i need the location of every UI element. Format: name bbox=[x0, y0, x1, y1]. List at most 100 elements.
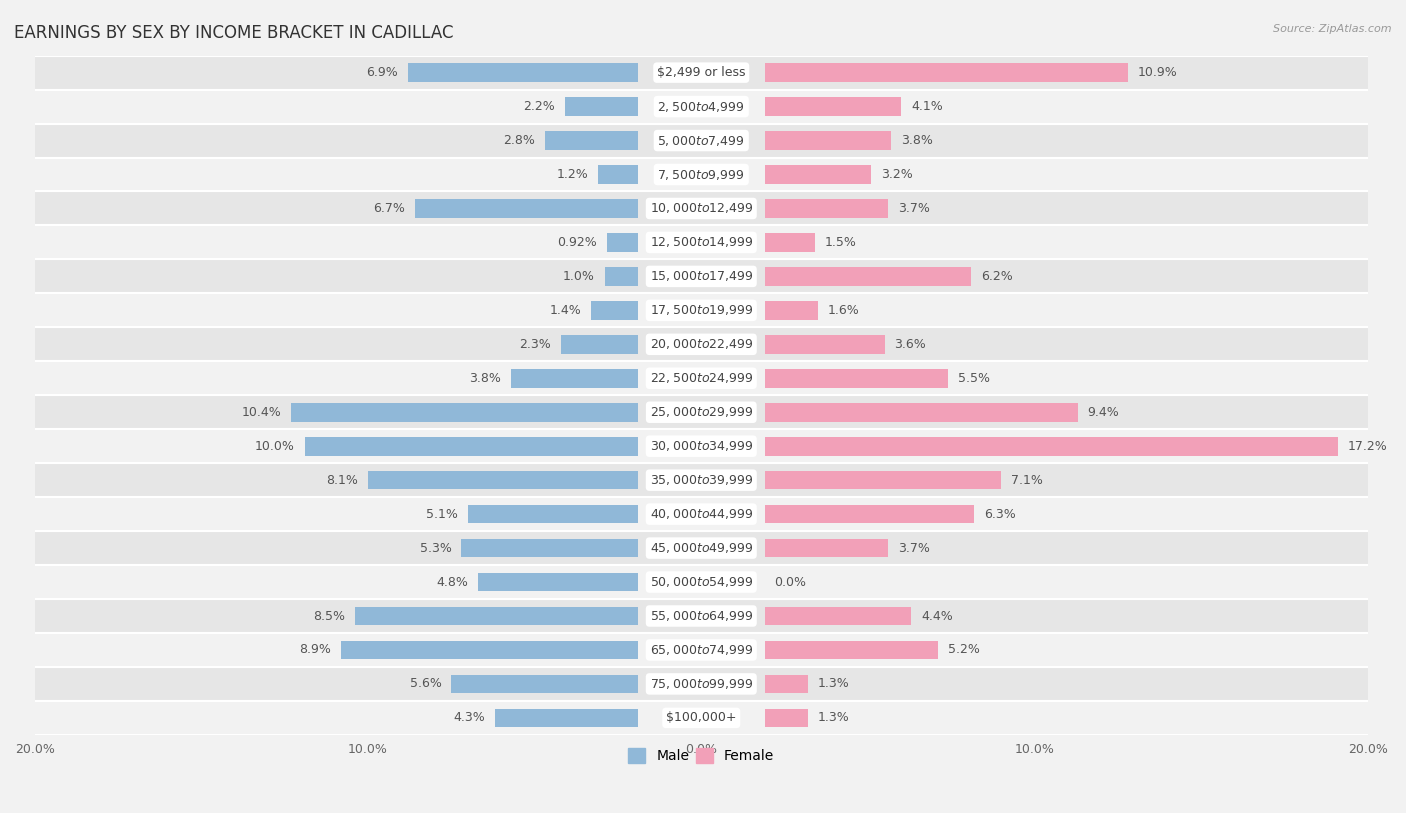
Text: $65,000 to $74,999: $65,000 to $74,999 bbox=[650, 643, 754, 657]
Bar bbox=[35, 531, 1368, 565]
Bar bbox=[765, 471, 1001, 489]
Bar bbox=[35, 89, 1368, 124]
Bar bbox=[765, 675, 808, 693]
Text: $2,499 or less: $2,499 or less bbox=[657, 66, 745, 79]
Legend: Male, Female: Male, Female bbox=[623, 743, 780, 768]
Bar bbox=[35, 633, 1368, 667]
Bar bbox=[478, 572, 638, 591]
Bar bbox=[765, 301, 818, 320]
Bar bbox=[765, 369, 948, 388]
Text: 2.8%: 2.8% bbox=[503, 134, 534, 147]
Bar bbox=[415, 199, 638, 218]
Text: 1.4%: 1.4% bbox=[550, 304, 581, 317]
Bar bbox=[765, 539, 887, 558]
Text: $2,500 to $4,999: $2,500 to $4,999 bbox=[658, 99, 745, 114]
Bar bbox=[765, 98, 901, 116]
Bar bbox=[354, 606, 638, 625]
Bar bbox=[35, 158, 1368, 192]
Text: $30,000 to $34,999: $30,000 to $34,999 bbox=[650, 439, 754, 453]
Text: 3.7%: 3.7% bbox=[898, 202, 929, 215]
Text: 5.1%: 5.1% bbox=[426, 507, 458, 520]
Text: 0.0%: 0.0% bbox=[775, 576, 807, 589]
Bar bbox=[765, 335, 884, 354]
Text: $50,000 to $54,999: $50,000 to $54,999 bbox=[650, 575, 754, 589]
Text: 4.1%: 4.1% bbox=[911, 100, 943, 113]
Bar bbox=[765, 606, 911, 625]
Bar bbox=[765, 709, 808, 727]
Bar bbox=[35, 192, 1368, 225]
Bar bbox=[765, 63, 1128, 82]
Text: 1.2%: 1.2% bbox=[557, 168, 588, 181]
Text: 3.8%: 3.8% bbox=[470, 372, 502, 385]
Bar bbox=[765, 199, 887, 218]
Text: Source: ZipAtlas.com: Source: ZipAtlas.com bbox=[1274, 24, 1392, 34]
Text: 1.3%: 1.3% bbox=[818, 677, 849, 690]
Text: 9.4%: 9.4% bbox=[1088, 406, 1119, 419]
Text: 3.8%: 3.8% bbox=[901, 134, 934, 147]
Bar bbox=[35, 124, 1368, 158]
Bar bbox=[598, 165, 638, 184]
Text: $17,500 to $19,999: $17,500 to $19,999 bbox=[650, 303, 754, 317]
Text: $25,000 to $29,999: $25,000 to $29,999 bbox=[650, 405, 752, 420]
Text: 17.2%: 17.2% bbox=[1347, 440, 1388, 453]
Text: 2.2%: 2.2% bbox=[523, 100, 555, 113]
Bar bbox=[368, 471, 638, 489]
Bar bbox=[35, 328, 1368, 361]
Bar bbox=[765, 403, 1078, 422]
Bar bbox=[461, 539, 638, 558]
Text: $10,000 to $12,499: $10,000 to $12,499 bbox=[650, 202, 754, 215]
Bar bbox=[408, 63, 638, 82]
Text: 3.2%: 3.2% bbox=[882, 168, 912, 181]
Bar bbox=[765, 165, 872, 184]
Text: 6.9%: 6.9% bbox=[367, 66, 398, 79]
Text: 8.1%: 8.1% bbox=[326, 474, 359, 487]
Text: 1.0%: 1.0% bbox=[562, 270, 595, 283]
Bar bbox=[35, 463, 1368, 497]
Text: $5,000 to $7,499: $5,000 to $7,499 bbox=[658, 133, 745, 147]
Text: $35,000 to $39,999: $35,000 to $39,999 bbox=[650, 473, 754, 487]
Text: $40,000 to $44,999: $40,000 to $44,999 bbox=[650, 507, 754, 521]
Text: 6.3%: 6.3% bbox=[984, 507, 1017, 520]
Text: 4.3%: 4.3% bbox=[453, 711, 485, 724]
Bar bbox=[592, 301, 638, 320]
Text: 3.7%: 3.7% bbox=[898, 541, 929, 554]
Bar bbox=[451, 675, 638, 693]
Text: 4.4%: 4.4% bbox=[921, 610, 953, 623]
Bar bbox=[342, 641, 638, 659]
Text: 10.4%: 10.4% bbox=[242, 406, 281, 419]
Text: 0.92%: 0.92% bbox=[558, 236, 598, 249]
Bar bbox=[607, 233, 638, 252]
Text: 1.3%: 1.3% bbox=[818, 711, 849, 724]
Text: EARNINGS BY SEX BY INCOME BRACKET IN CADILLAC: EARNINGS BY SEX BY INCOME BRACKET IN CAD… bbox=[14, 24, 454, 42]
Bar bbox=[544, 131, 638, 150]
Bar bbox=[35, 225, 1368, 259]
Text: $55,000 to $64,999: $55,000 to $64,999 bbox=[650, 609, 754, 623]
Bar bbox=[35, 429, 1368, 463]
Text: 5.5%: 5.5% bbox=[957, 372, 990, 385]
Bar bbox=[765, 267, 972, 285]
Text: $20,000 to $22,499: $20,000 to $22,499 bbox=[650, 337, 754, 351]
Text: $100,000+: $100,000+ bbox=[666, 711, 737, 724]
Bar bbox=[561, 335, 638, 354]
Text: $22,500 to $24,999: $22,500 to $24,999 bbox=[650, 372, 754, 385]
Text: 10.9%: 10.9% bbox=[1137, 66, 1177, 79]
Text: 8.9%: 8.9% bbox=[299, 643, 332, 656]
Text: $15,000 to $17,499: $15,000 to $17,499 bbox=[650, 269, 754, 284]
Text: 4.8%: 4.8% bbox=[436, 576, 468, 589]
Text: 2.3%: 2.3% bbox=[520, 338, 551, 351]
Text: 7.1%: 7.1% bbox=[1011, 474, 1043, 487]
Bar bbox=[35, 361, 1368, 395]
Bar bbox=[495, 709, 638, 727]
Text: $45,000 to $49,999: $45,000 to $49,999 bbox=[650, 541, 754, 555]
Text: 6.7%: 6.7% bbox=[373, 202, 405, 215]
Bar bbox=[35, 395, 1368, 429]
Text: $12,500 to $14,999: $12,500 to $14,999 bbox=[650, 236, 754, 250]
Bar bbox=[35, 599, 1368, 633]
Bar bbox=[605, 267, 638, 285]
Text: $7,500 to $9,999: $7,500 to $9,999 bbox=[658, 167, 745, 181]
Bar bbox=[765, 505, 974, 524]
Text: 1.6%: 1.6% bbox=[828, 304, 859, 317]
Bar bbox=[291, 403, 638, 422]
Bar bbox=[468, 505, 638, 524]
Text: 5.3%: 5.3% bbox=[419, 541, 451, 554]
